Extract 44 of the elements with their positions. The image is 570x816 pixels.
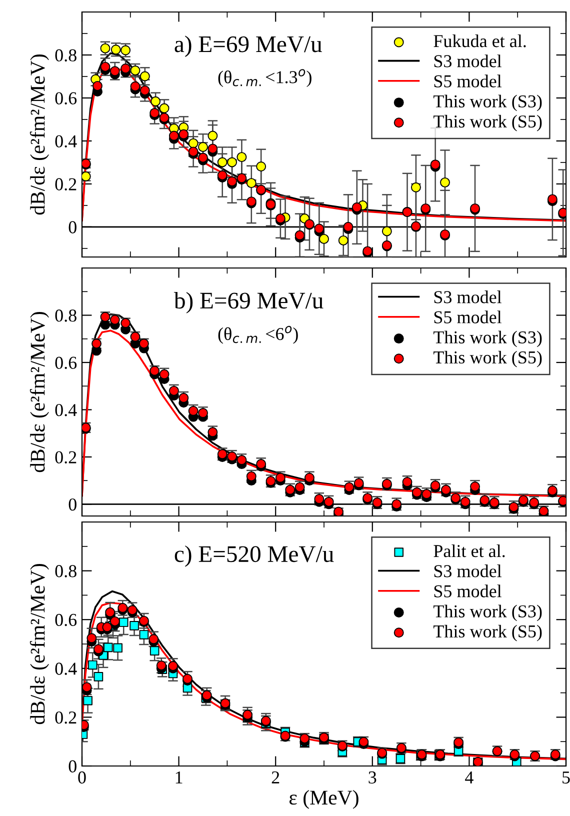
legend-label: Fukuda et al. [434,34,526,48]
annotation: (θ$_{c.m.}$<6$^{o}$) [218,326,298,344]
legend-label: S3 model [434,54,502,68]
y-tick-label: 0.4 [55,135,77,148]
y-tick-label: 0.8 [55,49,76,62]
y-tick-label: 0.8 [55,309,76,322]
legend-label: This work (S3) [433,604,542,622]
legend-label: This work (S5) [433,350,542,368]
legend-label: S5 model [434,310,502,324]
x-tick-label: 1 [176,771,182,784]
legend-label: S3 model [434,564,502,578]
annotation: (θ$_{c.m.}$<1.3$^{o}$) [218,69,312,87]
x-tick-label: 5 [562,772,570,784]
legend-label: S5 model [434,584,502,598]
y-tick-label: 0.2 [55,711,76,724]
annotation: a) E=69 MeV/u [174,36,322,58]
y-axis-title: dB/dε (e²fm²/MeV) [30,312,50,472]
y-tick-label: 0.2 [55,178,76,190]
y-tick-label: 0 [68,760,76,772]
legend-label: This work (S5) [433,624,542,642]
legend-label: This work (S3) [433,94,542,112]
legend-label: S3 model [434,290,502,304]
legend-label: S5 model [434,74,502,88]
x-tick-label: 3 [368,771,376,784]
y-tick-label: 0 [68,498,76,511]
annotation: c) E=520 MeV/u [174,545,334,567]
annotation: b) E=69 MeV/u [174,292,324,314]
y-tick-label: 0.6 [55,92,77,104]
y-tick-label: 0 [68,221,76,234]
y-tick-label: 0.4 [55,662,77,675]
y-tick-label: 0.6 [55,614,77,626]
y-tick-label: 0.2 [55,451,76,464]
y-tick-label: 0.4 [55,404,77,416]
x-tick-label: 4 [465,772,474,784]
y-axis-title: dB/dε (e²fm²/MeV) [30,564,50,724]
y-tick-label: 0.6 [55,356,77,369]
x-axis-title: ε (MeV) [289,790,358,809]
y-tick-label: 0.8 [55,565,76,578]
legend-label: Palit et al. [434,544,505,558]
x-tick-label: 0 [78,771,86,784]
y-axis-title: dB/dε (e²fm²/MeV) [30,54,50,215]
x-tick-label: 2 [272,771,280,784]
legend-label: This work (S3) [433,330,542,348]
legend-label: This work (S5) [433,114,542,132]
